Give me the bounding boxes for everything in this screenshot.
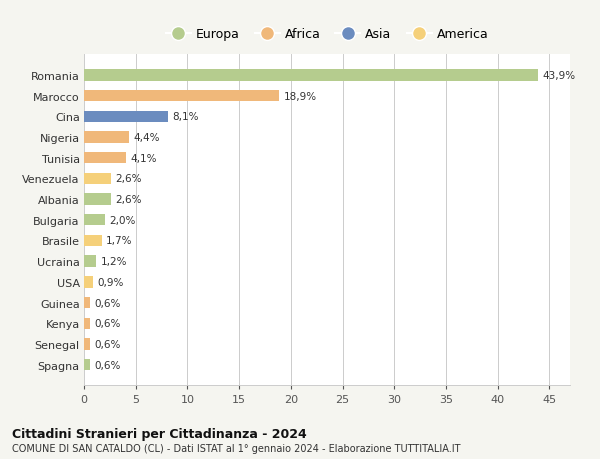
Text: 8,1%: 8,1%: [172, 112, 199, 122]
Bar: [84, 132, 130, 143]
Bar: [84, 235, 101, 246]
Bar: [84, 339, 90, 350]
Bar: [84, 70, 538, 81]
Text: 0,6%: 0,6%: [94, 319, 121, 329]
Text: 2,6%: 2,6%: [115, 195, 142, 205]
Bar: [84, 359, 90, 370]
Text: 4,4%: 4,4%: [134, 133, 160, 143]
Bar: [84, 277, 94, 288]
Text: 1,2%: 1,2%: [101, 257, 127, 267]
Bar: [84, 153, 127, 164]
Bar: [84, 112, 168, 123]
Text: 0,6%: 0,6%: [94, 339, 121, 349]
Text: COMUNE DI SAN CATALDO (CL) - Dati ISTAT al 1° gennaio 2024 - Elaborazione TUTTIT: COMUNE DI SAN CATALDO (CL) - Dati ISTAT …: [12, 443, 461, 453]
Text: 2,6%: 2,6%: [115, 174, 142, 184]
Bar: [84, 297, 90, 308]
Text: 0,9%: 0,9%: [97, 277, 124, 287]
Text: Cittadini Stranieri per Cittadinanza - 2024: Cittadini Stranieri per Cittadinanza - 2…: [12, 427, 307, 440]
Text: 4,1%: 4,1%: [131, 153, 157, 163]
Bar: [84, 194, 111, 205]
Text: 0,6%: 0,6%: [94, 298, 121, 308]
Bar: [84, 91, 280, 102]
Text: 0,6%: 0,6%: [94, 360, 121, 370]
Legend: Europa, Africa, Asia, America: Europa, Africa, Asia, America: [166, 28, 488, 41]
Text: 43,9%: 43,9%: [542, 71, 575, 81]
Bar: [84, 215, 104, 226]
Bar: [84, 256, 97, 267]
Text: 1,7%: 1,7%: [106, 236, 132, 246]
Text: 18,9%: 18,9%: [284, 91, 317, 101]
Bar: [84, 174, 111, 185]
Bar: [84, 318, 90, 329]
Text: 2,0%: 2,0%: [109, 215, 135, 225]
